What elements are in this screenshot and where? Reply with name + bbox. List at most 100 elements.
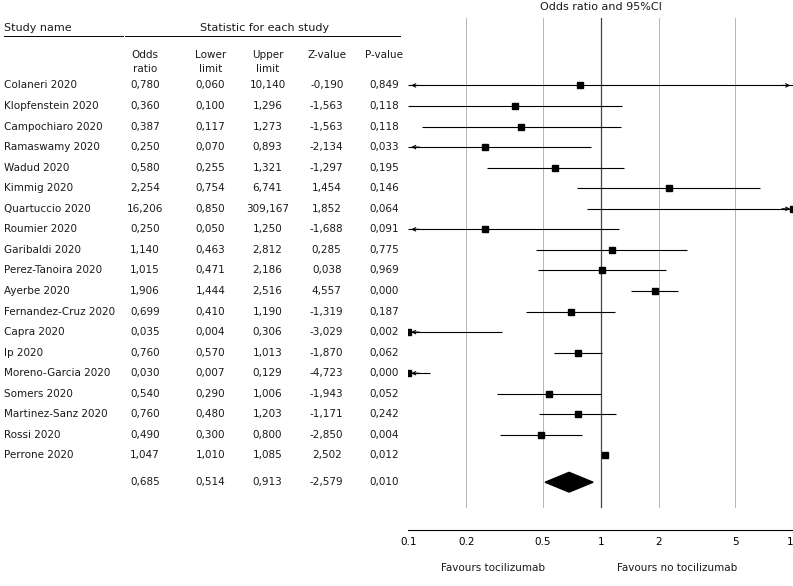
Text: 2,186: 2,186 [252,265,282,275]
Text: 0,038: 0,038 [312,265,342,275]
Text: 0,091: 0,091 [369,224,399,234]
Text: 0,250: 0,250 [130,142,160,152]
Text: 1,906: 1,906 [130,286,160,296]
Text: 0,775: 0,775 [369,245,399,255]
Text: 0,490: 0,490 [130,430,160,440]
Text: 0,062: 0,062 [369,347,399,357]
Text: 1,190: 1,190 [253,306,282,316]
Text: 0,250: 0,250 [130,224,160,234]
Text: 0,070: 0,070 [196,142,225,152]
Text: Lower: Lower [195,50,226,60]
Text: 0,410: 0,410 [196,306,225,316]
Text: 0,195: 0,195 [369,163,399,173]
Text: 0,969: 0,969 [369,265,399,275]
Text: 309,167: 309,167 [246,204,289,214]
Text: -1,688: -1,688 [310,224,343,234]
Text: 16,206: 16,206 [127,204,163,214]
Text: 0,570: 0,570 [196,347,225,357]
Text: 0,117: 0,117 [195,121,225,131]
Text: P-value: P-value [365,50,403,60]
Text: Rossi 2020: Rossi 2020 [4,430,60,440]
Text: Favours no tocilizumab: Favours no tocilizumab [618,563,737,573]
Text: -1,297: -1,297 [310,163,343,173]
Text: 0,004: 0,004 [369,430,399,440]
Text: -1,563: -1,563 [310,101,343,111]
Text: 10,140: 10,140 [249,80,285,90]
Text: 1,006: 1,006 [253,389,282,399]
Text: -3,029: -3,029 [310,327,343,337]
Text: 1,250: 1,250 [253,224,282,234]
Text: 0,033: 0,033 [369,142,399,152]
Text: 0,242: 0,242 [369,410,399,420]
Text: 6,741: 6,741 [252,183,282,193]
Text: 1,296: 1,296 [252,101,282,111]
Text: 1,203: 1,203 [253,410,282,420]
Text: -1,870: -1,870 [310,347,343,357]
Text: 0,699: 0,699 [130,306,160,316]
Text: 0,004: 0,004 [196,327,225,337]
Text: 0,306: 0,306 [253,327,282,337]
Text: Moreno-Garcia 2020: Moreno-Garcia 2020 [4,368,110,378]
Text: 0,050: 0,050 [196,224,225,234]
Text: 1,321: 1,321 [252,163,282,173]
Text: 1,013: 1,013 [253,347,282,357]
Text: 0,146: 0,146 [369,183,399,193]
Text: 1,047: 1,047 [130,451,160,461]
Text: Klopfenstein 2020: Klopfenstein 2020 [4,101,98,111]
Text: 0,129: 0,129 [253,368,282,378]
Text: 0,754: 0,754 [195,183,225,193]
Text: 0,893: 0,893 [253,142,282,152]
Text: Ayerbe 2020: Ayerbe 2020 [4,286,70,296]
Text: 0,290: 0,290 [196,389,225,399]
Text: -2,850: -2,850 [310,430,343,440]
Text: ratio: ratio [133,64,157,74]
Text: Ramaswamy 2020: Ramaswamy 2020 [4,142,100,152]
Text: 0,514: 0,514 [195,477,225,487]
Text: Ip 2020: Ip 2020 [4,347,43,357]
Text: Perez-Tanoira 2020: Perez-Tanoira 2020 [4,265,102,275]
Text: Odds: Odds [132,50,159,60]
Text: 1,852: 1,852 [312,204,342,214]
Text: 1,015: 1,015 [130,265,160,275]
Text: 0,463: 0,463 [195,245,225,255]
Text: -1,563: -1,563 [310,121,343,131]
Text: 0,255: 0,255 [195,163,225,173]
Text: 1,273: 1,273 [252,121,282,131]
Text: Wadud 2020: Wadud 2020 [4,163,70,173]
Text: 0,471: 0,471 [195,265,225,275]
Text: 0,060: 0,060 [196,80,225,90]
Text: 0,480: 0,480 [196,410,225,420]
Text: 0,300: 0,300 [196,430,225,440]
Text: 0,285: 0,285 [312,245,342,255]
Text: 1,085: 1,085 [253,451,282,461]
Text: -1,319: -1,319 [310,306,343,316]
Text: Upper: Upper [251,50,283,60]
Text: 0,800: 0,800 [253,430,282,440]
Text: 2,254: 2,254 [130,183,160,193]
Polygon shape [545,472,593,492]
Text: Garibaldi 2020: Garibaldi 2020 [4,245,81,255]
Text: Martinez-Sanz 2020: Martinez-Sanz 2020 [4,410,108,420]
Text: 2,516: 2,516 [252,286,282,296]
Text: 0,760: 0,760 [130,347,160,357]
Text: 1,140: 1,140 [130,245,160,255]
Text: 0,007: 0,007 [196,368,225,378]
Text: Kimmig 2020: Kimmig 2020 [4,183,73,193]
Text: Fernandez-Cruz 2020: Fernandez-Cruz 2020 [4,306,115,316]
Text: 4,557: 4,557 [312,286,342,296]
Text: limit: limit [256,64,279,74]
Text: 0,387: 0,387 [130,121,160,131]
Text: 1,454: 1,454 [312,183,342,193]
Text: 0,118: 0,118 [369,121,399,131]
Text: 0,030: 0,030 [130,368,159,378]
Text: -0,190: -0,190 [310,80,343,90]
Text: 0,760: 0,760 [130,410,160,420]
Text: Capra 2020: Capra 2020 [4,327,65,337]
Text: 0,012: 0,012 [369,451,399,461]
Text: 0,187: 0,187 [369,306,399,316]
Text: Statistic for each study: Statistic for each study [200,23,329,33]
Text: 1,010: 1,010 [196,451,225,461]
Text: Quartuccio 2020: Quartuccio 2020 [4,204,91,214]
Text: 0,010: 0,010 [369,477,399,487]
Text: -1,171: -1,171 [310,410,343,420]
